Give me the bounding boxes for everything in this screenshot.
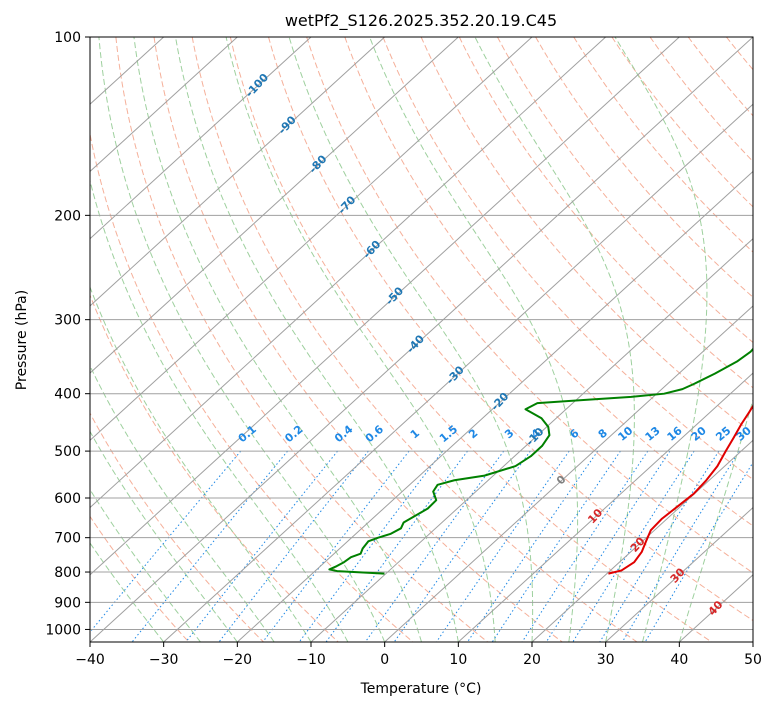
x-tick-label: 10: [449, 652, 467, 668]
y-tick-label: 300: [54, 313, 81, 329]
isotherm-gridline: [90, 37, 533, 442]
moist-adiabat-line: [98, 37, 386, 642]
mixing-ratio-line: [467, 450, 599, 642]
plot-frame: [89, 36, 754, 643]
moist-adiabat-line: [175, 37, 459, 642]
mixing-ratio-line: [621, 450, 740, 642]
isotherm-gridline: [531, 439, 753, 642]
isotherm-gridline: [310, 237, 753, 642]
x-tick-label: −20: [223, 652, 253, 668]
axes: −40 −30 −20 −10 0 10 20 30 40 50 1000 900 800 700 600 5…: [45, 30, 762, 668]
x-tick-label: −10: [296, 652, 326, 668]
moist-adiabat-line: [474, 37, 635, 642]
mixing-ratio-line: [90, 450, 242, 633]
mixing-ratio-line: [599, 450, 720, 642]
y-axis-title: Pressure (hPa): [14, 290, 30, 390]
isotherm-gridline: [90, 37, 386, 307]
y-tick-label: 700: [54, 531, 81, 547]
temperature-profile-line: [608, 404, 753, 575]
y-tick-label: 1000: [45, 622, 81, 638]
x-axis-title: Temperature (°C): [360, 681, 482, 697]
isotherm-gridline: [90, 37, 753, 642]
background-lines: [90, 37, 753, 642]
moist-adiabat-line: [369, 37, 579, 642]
moist-adiabats: [90, 37, 753, 642]
dry-adiabat-line: [382, 37, 753, 481]
dry-adiabat-line: [90, 131, 414, 642]
mixing-ratio-line: [521, 450, 649, 642]
dry-adiabat-line: [229, 37, 712, 642]
mixing-ratio-line: [218, 450, 369, 642]
isotherm-gridline: [605, 506, 753, 642]
dry-adiabat-line: [191, 37, 638, 642]
moist-adiabat-line: [133, 37, 422, 642]
y-tick-label: 600: [54, 491, 81, 507]
moist-adiabat-line: [90, 430, 238, 642]
dry-adiabat-line: [458, 37, 753, 389]
x-tick-label: −30: [149, 652, 179, 668]
dry-adiabat-line: [535, 37, 753, 298]
dewpoint-profile-line: [328, 347, 753, 575]
x-tick-label: 20: [523, 652, 541, 668]
dry-adiabat-line: [115, 37, 488, 642]
y-tick-label: 500: [54, 444, 81, 460]
dry-adiabat-line: [496, 37, 753, 344]
isotherm-gridline: [90, 37, 607, 509]
x-tick-label: 50: [744, 652, 762, 668]
isobar-gridlines: [90, 37, 753, 630]
chart-title: wetPf2_S126.2025.352.20.19.C45: [285, 11, 557, 31]
mixing-ratio-line: [436, 450, 570, 642]
moist-adiabat-line: [288, 37, 534, 642]
x-tick-label: 30: [597, 652, 615, 668]
x-tick-label: 40: [670, 652, 688, 668]
isotherm-gridline: [236, 170, 753, 642]
mixing-ratio-line: [325, 450, 468, 642]
isotherm-gridline: [163, 103, 753, 642]
isotherm-gridline: [90, 37, 312, 240]
x-tick-label: −40: [75, 652, 105, 668]
isotherm-gridline: [90, 37, 459, 374]
dry-adiabat-line: [153, 37, 563, 642]
mixing-ratio-line: [298, 450, 444, 642]
moist-adiabat-line: [90, 178, 349, 642]
dry-adiabats: [90, 37, 753, 642]
y-tick-label: 400: [54, 387, 81, 403]
isotherm-gridline: [90, 37, 680, 576]
profile-lines: [328, 347, 753, 575]
moist-adiabat-line: [90, 364, 275, 642]
isotherm-gridline: [90, 37, 238, 173]
x-tick-label: 0: [380, 652, 389, 668]
y-tick-label: 900: [54, 595, 81, 611]
y-tick-label: 800: [54, 565, 81, 581]
y-tick-label: 100: [54, 30, 81, 46]
y-tick-label: 200: [54, 208, 81, 224]
isotherm-gridlines: [90, 37, 753, 642]
dry-adiabat-line: [268, 37, 753, 622]
isotherm-gridline: [384, 305, 753, 642]
moist-adiabat-line: [678, 398, 753, 642]
mixing-ratio-line: [185, 450, 338, 642]
dry-adiabat-line: [90, 412, 264, 642]
dry-adiabat-line: [90, 293, 339, 642]
isotherm-gridline: [457, 372, 753, 642]
